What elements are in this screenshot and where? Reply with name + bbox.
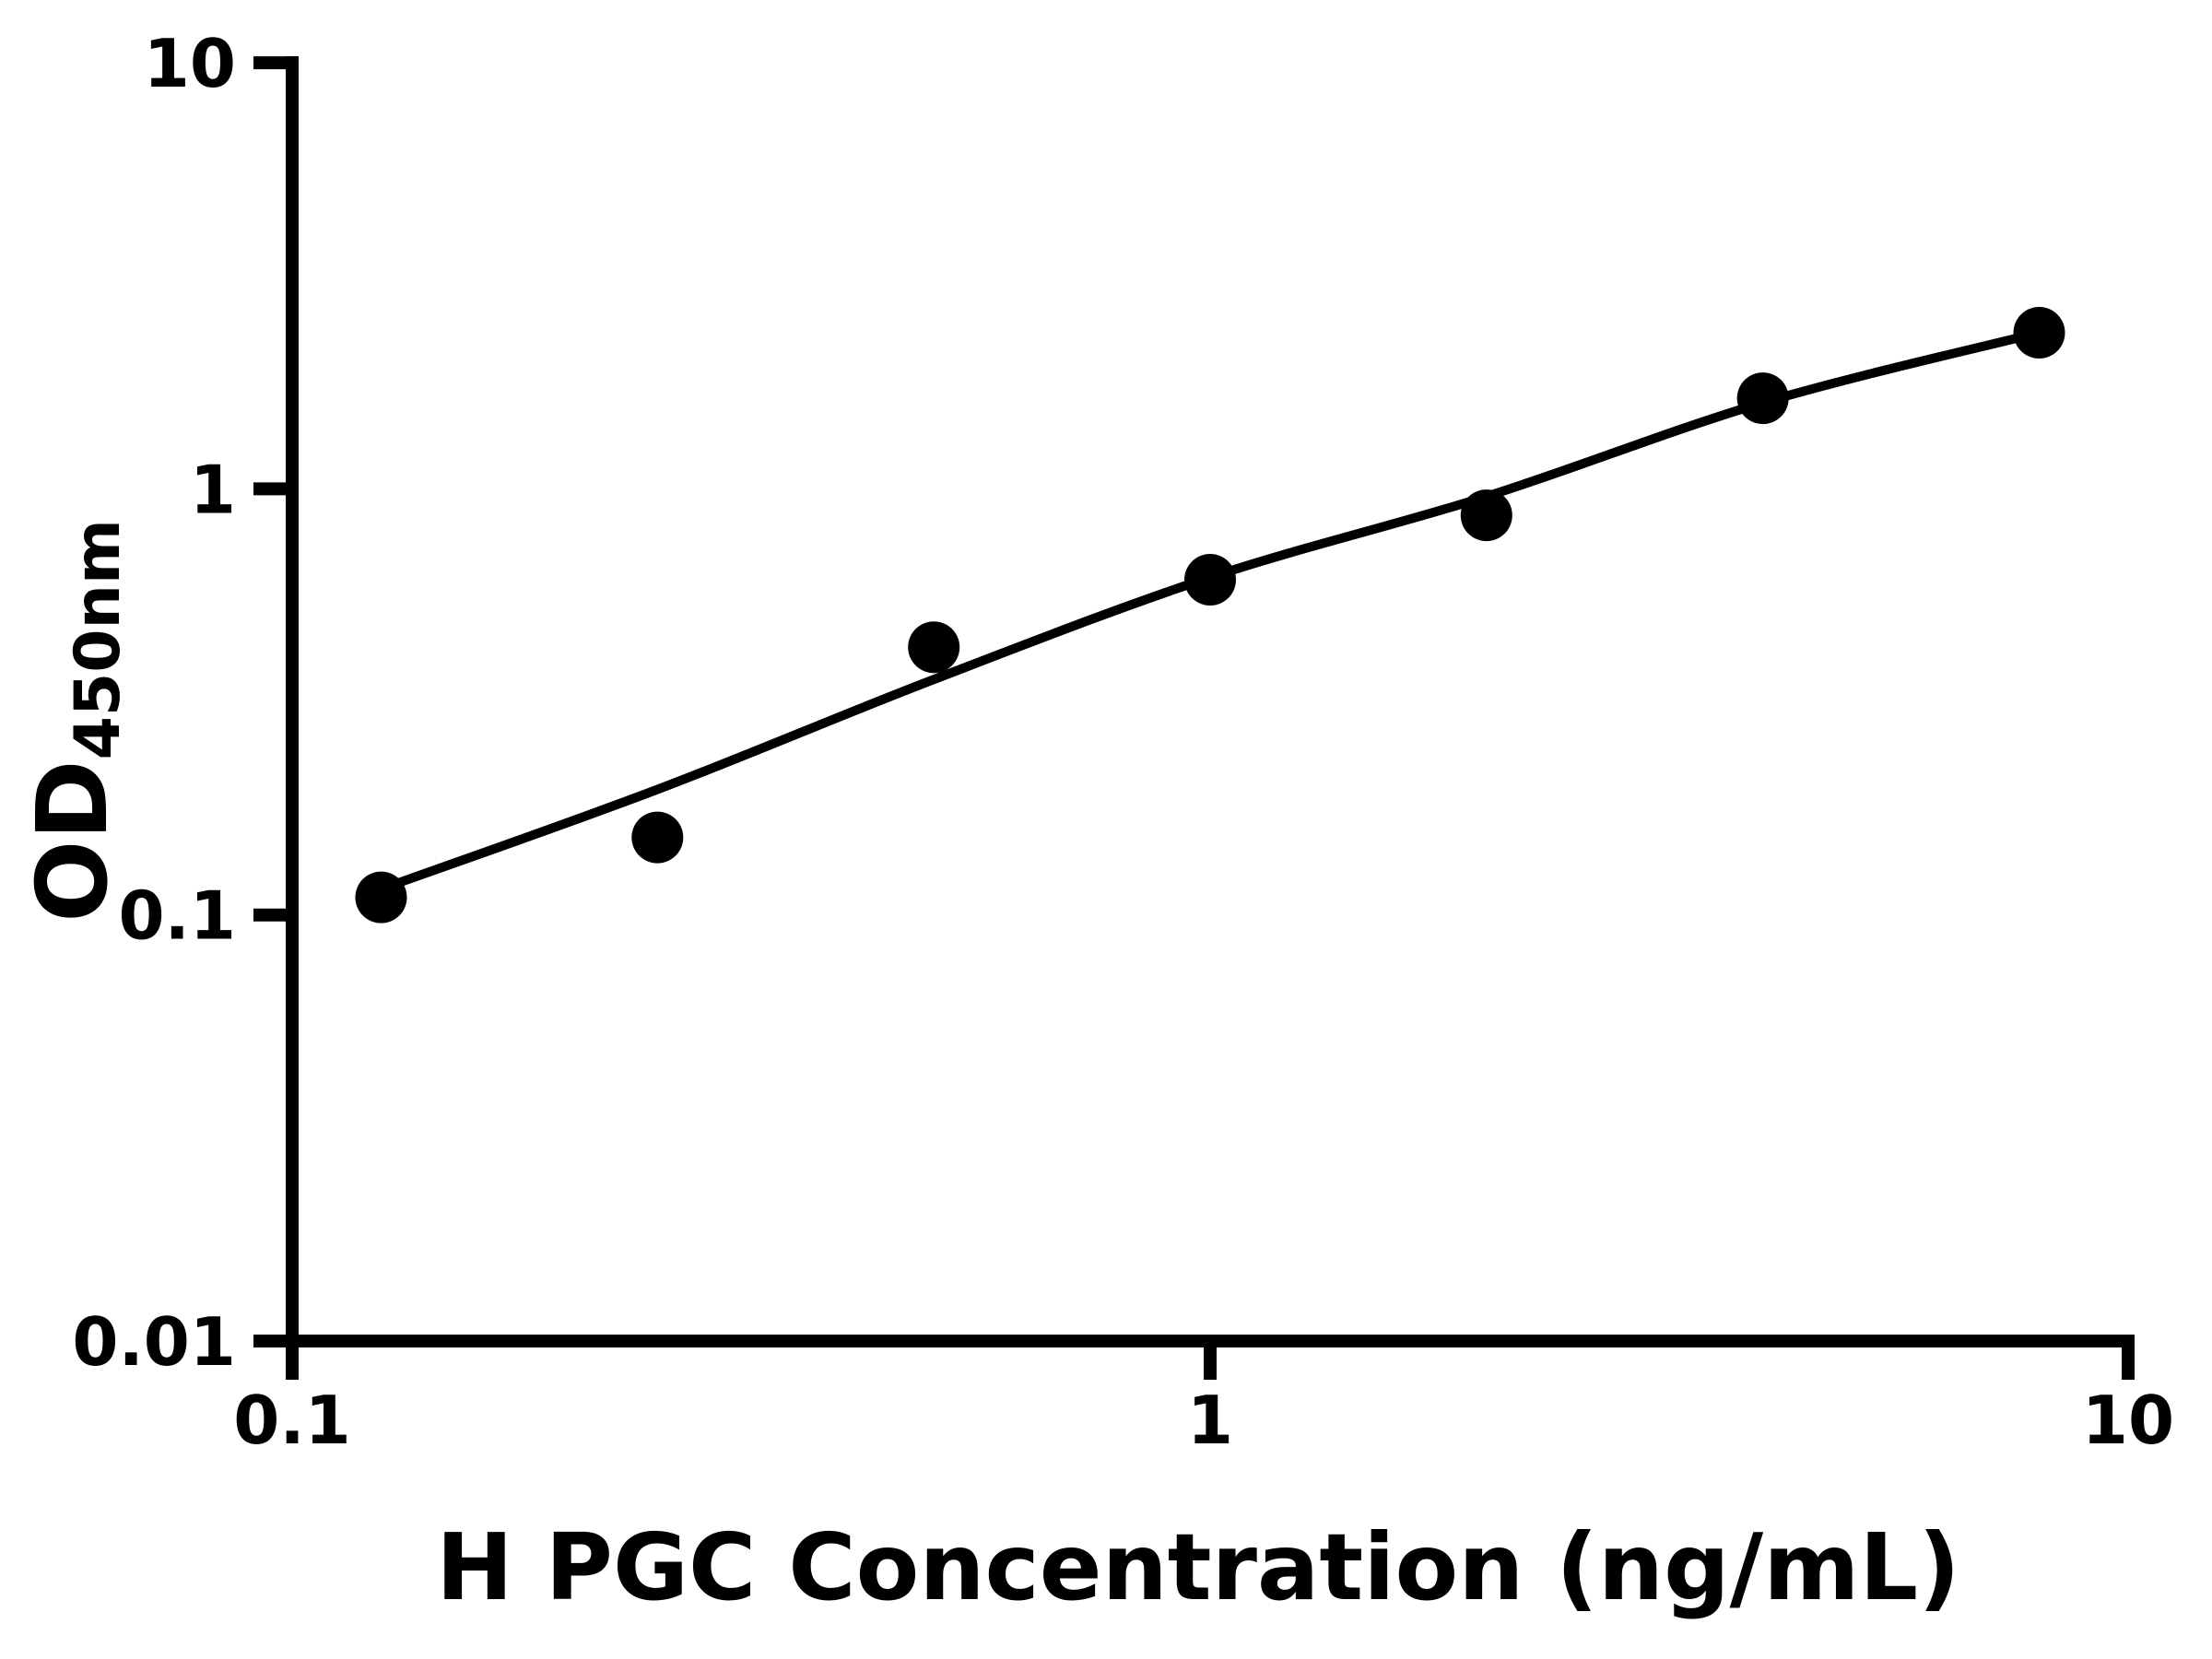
- data-point: [631, 811, 684, 864]
- y-tick-label: 0.01: [72, 1303, 236, 1381]
- x-tick-label: 0.1: [233, 1382, 351, 1459]
- y-tick-label: 1: [190, 451, 236, 528]
- data-point: [1736, 372, 1789, 425]
- axes: [253, 56, 2135, 1380]
- data-point: [2013, 307, 2065, 359]
- data-point: [1184, 554, 1236, 606]
- x-axis-title: H PGC Concentration (ng/mL): [436, 1513, 1960, 1621]
- y-tick-label: 0.1: [118, 877, 236, 955]
- x-tick-label: 10: [2082, 1382, 2174, 1459]
- data-point: [908, 621, 960, 674]
- data-point: [355, 871, 407, 924]
- data-points: [355, 307, 2065, 924]
- y-tick-label: 10: [144, 25, 236, 102]
- data-point: [1460, 489, 1512, 542]
- y-axis-title-main: OD: [17, 759, 129, 922]
- y-axis-title: OD450nm: [17, 519, 135, 923]
- y-axis-title-subscript: 450nm: [62, 519, 135, 759]
- x-tick-label: 1: [1187, 1382, 1233, 1459]
- fit-curve-line: [376, 328, 2044, 894]
